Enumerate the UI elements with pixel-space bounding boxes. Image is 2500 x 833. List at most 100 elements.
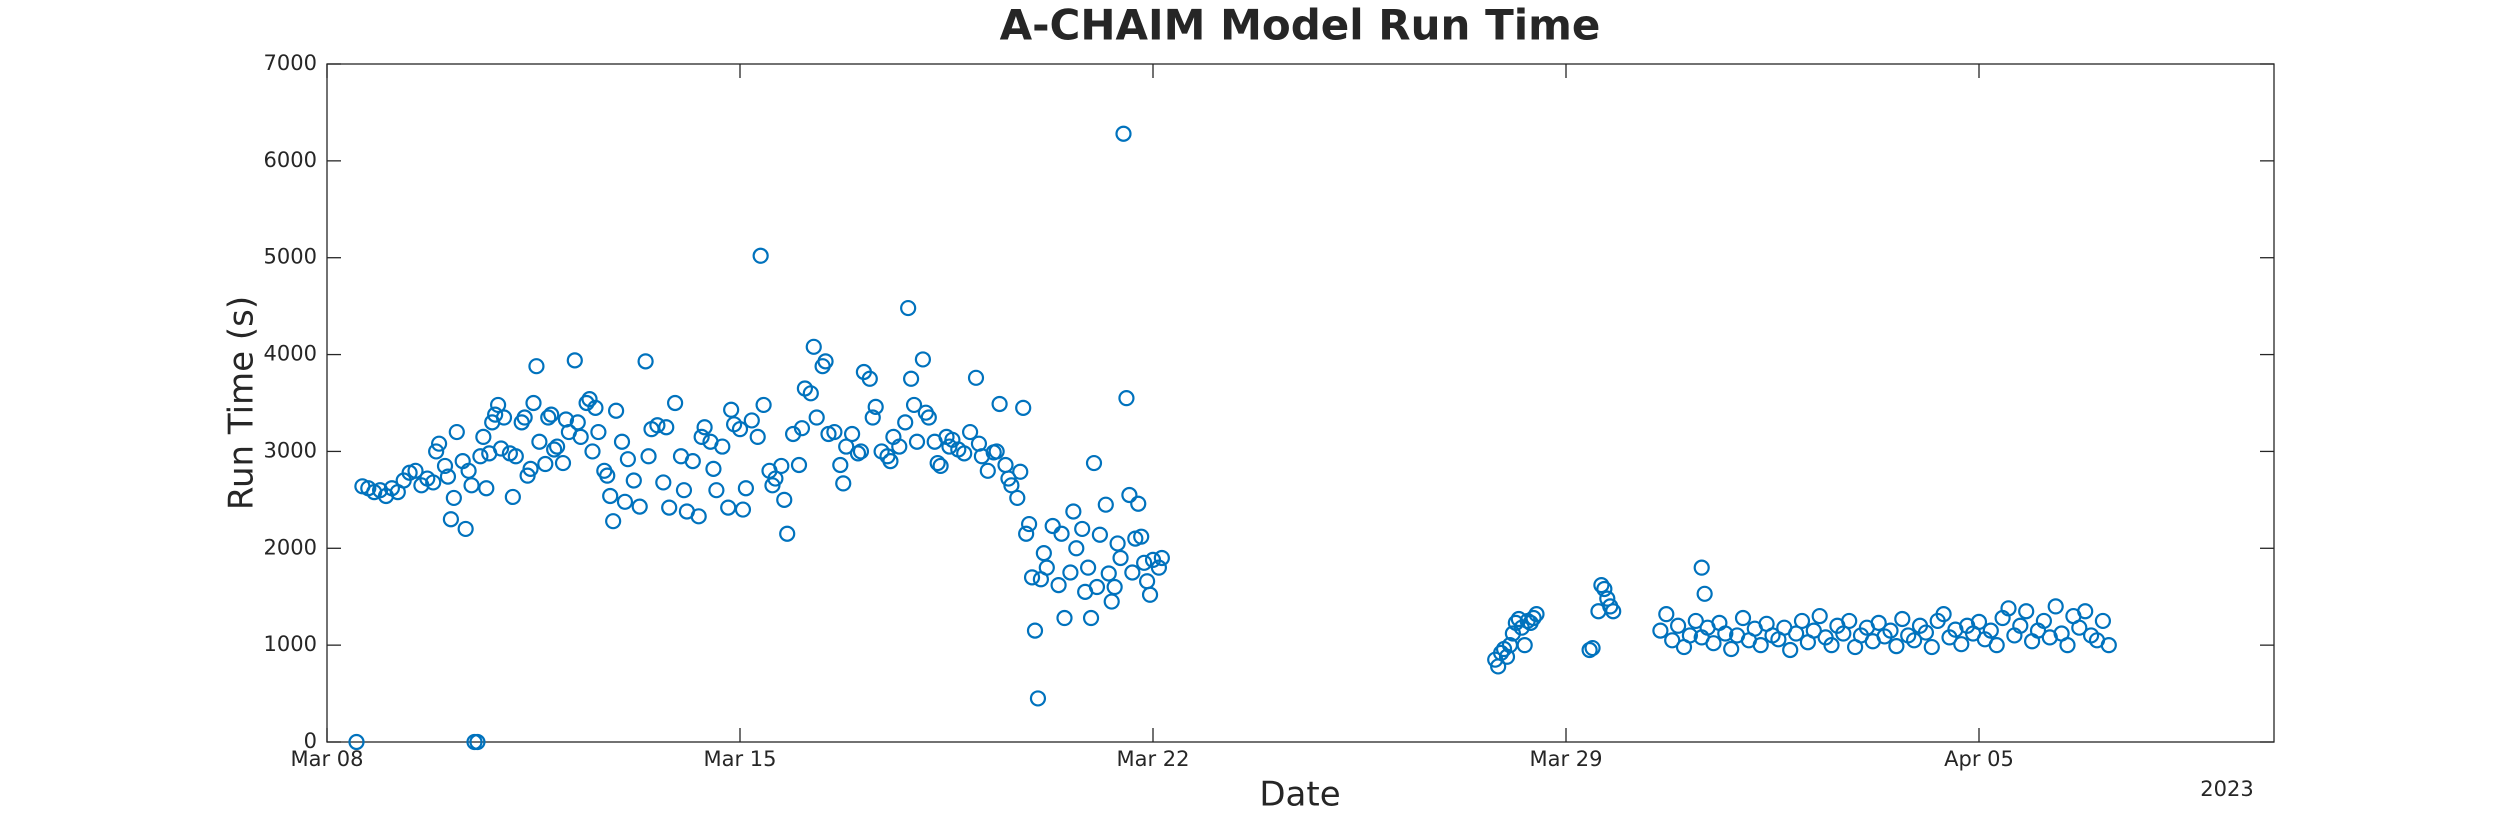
data-point bbox=[1150, 559, 1168, 576]
data-point bbox=[504, 488, 521, 506]
data-point bbox=[1787, 625, 1805, 642]
y-tick-label: 2000 bbox=[264, 535, 317, 559]
data-point bbox=[1112, 549, 1129, 567]
data-point bbox=[852, 443, 870, 460]
data-point bbox=[546, 441, 563, 458]
data-point bbox=[808, 409, 825, 426]
data-point bbox=[802, 385, 819, 402]
data-point bbox=[640, 448, 657, 465]
x-tick-label: Mar 08 bbox=[290, 747, 363, 771]
data-point bbox=[1882, 622, 1899, 639]
data-point bbox=[655, 474, 672, 491]
data-point bbox=[1652, 622, 1669, 639]
data-point bbox=[776, 491, 793, 508]
data-point bbox=[696, 419, 713, 436]
data-point bbox=[599, 467, 616, 484]
x-tick-label: Mar 29 bbox=[1529, 747, 1602, 771]
data-point bbox=[1793, 612, 1811, 630]
data-point bbox=[439, 468, 457, 485]
data-point bbox=[832, 456, 849, 474]
data-point bbox=[1130, 495, 1147, 512]
data-point bbox=[475, 428, 492, 445]
data-point bbox=[920, 409, 937, 426]
data-point bbox=[1091, 526, 1109, 543]
data-point bbox=[625, 472, 642, 489]
data-point bbox=[1805, 622, 1822, 639]
data-point bbox=[658, 419, 675, 436]
data-point bbox=[1528, 606, 1545, 623]
data-point bbox=[543, 406, 560, 423]
data-point bbox=[1115, 125, 1132, 142]
data-point bbox=[1053, 525, 1070, 542]
data-point bbox=[1079, 559, 1097, 576]
data-point bbox=[1121, 486, 1138, 504]
data-point bbox=[737, 480, 755, 497]
data-point bbox=[507, 448, 524, 465]
data-point bbox=[1752, 637, 1769, 654]
data-point bbox=[469, 733, 486, 751]
data-point bbox=[882, 453, 899, 470]
data-point bbox=[1605, 603, 1622, 620]
data-point bbox=[1905, 632, 1923, 649]
x-tick-label: Mar 22 bbox=[1116, 747, 1189, 771]
data-point bbox=[1717, 625, 1734, 642]
data-point bbox=[478, 480, 495, 497]
data-point bbox=[979, 462, 996, 479]
data-point bbox=[867, 398, 884, 415]
data-point bbox=[602, 487, 619, 505]
data-point bbox=[1074, 520, 1091, 538]
data-point bbox=[793, 420, 811, 437]
y-tick-label: 5000 bbox=[264, 245, 317, 269]
data-point bbox=[1062, 564, 1079, 581]
data-point bbox=[607, 402, 625, 419]
data-point bbox=[587, 399, 604, 416]
data-point bbox=[572, 428, 589, 445]
data-point bbox=[2077, 603, 2094, 620]
data-point bbox=[1888, 638, 1905, 655]
data-point bbox=[1823, 637, 1840, 654]
data-point bbox=[528, 358, 545, 375]
x-axis-label: Date bbox=[1259, 775, 1340, 815]
x-tick-label: Apr 05 bbox=[1944, 747, 2014, 771]
data-point bbox=[675, 482, 693, 499]
data-point bbox=[613, 433, 631, 450]
data-point bbox=[1988, 637, 2005, 654]
data-point bbox=[790, 456, 808, 474]
data-point bbox=[752, 247, 769, 264]
y-axis-label: Run Time (s) bbox=[222, 296, 262, 510]
data-point bbox=[864, 409, 881, 426]
data-point bbox=[584, 443, 601, 460]
data-point bbox=[578, 394, 595, 412]
data-point bbox=[1693, 559, 1710, 576]
data-point bbox=[2000, 600, 2017, 617]
data-point bbox=[1141, 586, 1159, 603]
data-point bbox=[967, 369, 985, 386]
data-point bbox=[590, 423, 607, 441]
data-point bbox=[463, 477, 480, 494]
data-point bbox=[743, 412, 760, 429]
data-point bbox=[407, 462, 424, 479]
data-point bbox=[2100, 637, 2117, 654]
data-point bbox=[1970, 613, 1988, 630]
data-point bbox=[495, 409, 513, 426]
data-point bbox=[1669, 617, 1687, 634]
data-point bbox=[1012, 463, 1029, 480]
data-point bbox=[1516, 637, 1533, 654]
data-point bbox=[516, 409, 533, 426]
data-point bbox=[448, 423, 465, 441]
data-point bbox=[826, 423, 843, 441]
y-tick-label: 1000 bbox=[264, 632, 317, 656]
y-tick-label: 0 bbox=[304, 729, 317, 753]
data-point bbox=[2094, 612, 2111, 630]
data-point bbox=[1599, 590, 1616, 607]
data-point bbox=[835, 475, 852, 492]
data-point bbox=[817, 353, 834, 370]
data-point bbox=[1581, 641, 1598, 659]
data-point bbox=[445, 489, 462, 507]
data-point bbox=[2047, 598, 2064, 615]
data-point bbox=[1841, 612, 1858, 630]
data-point bbox=[1085, 454, 1103, 472]
data-point bbox=[693, 428, 710, 445]
data-point bbox=[1811, 607, 1828, 625]
